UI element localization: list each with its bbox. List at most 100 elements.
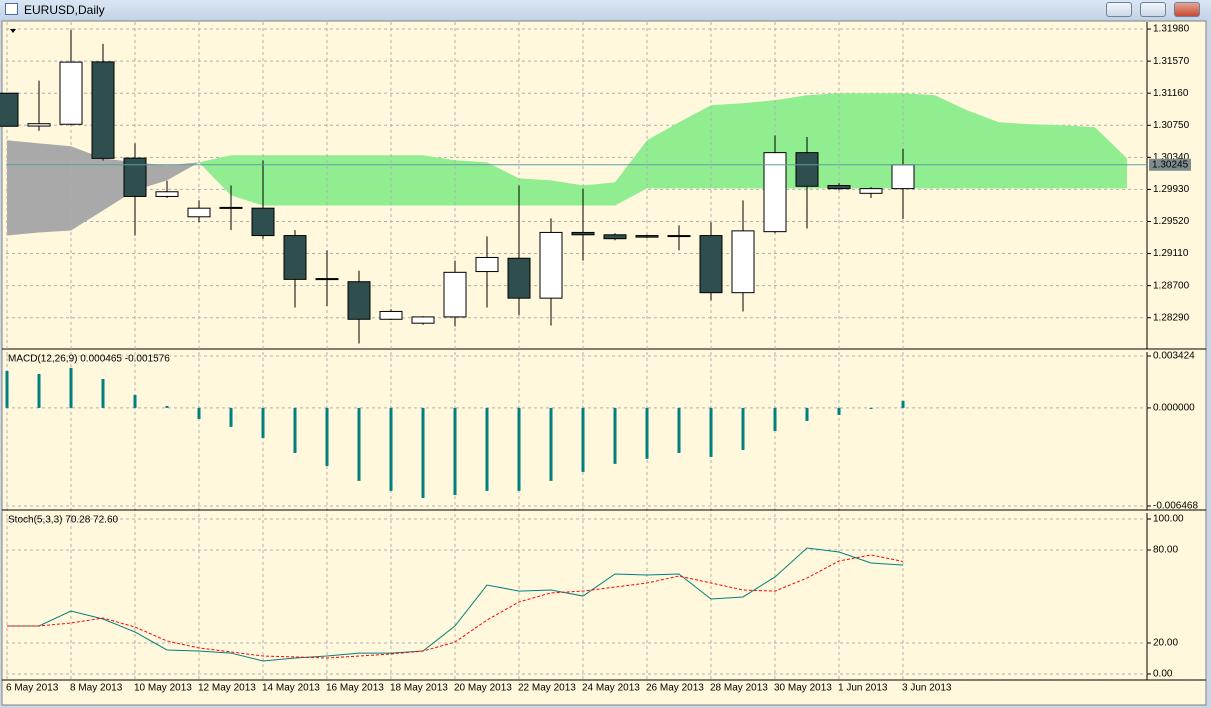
candle-body — [571, 231, 595, 236]
macd-bar — [69, 367, 73, 408]
macd-bar — [293, 407, 297, 453]
macd-bar — [613, 407, 617, 464]
y-tick-label: 0.000000 — [1153, 403, 1195, 414]
cloud-segment — [1095, 127, 1127, 189]
y-tick-label: 1.31980 — [1153, 24, 1190, 35]
cloud-segment — [263, 155, 295, 206]
cloud-segment — [167, 162, 199, 181]
y-tick-label: 20.00 — [1153, 638, 1178, 649]
cloud-segment — [7, 140, 39, 236]
macd-bar — [133, 394, 137, 408]
macd-bar — [869, 407, 873, 409]
y-tick-label: 0.00 — [1153, 669, 1173, 680]
macd-bar — [709, 407, 713, 457]
x-tick-label: 24 May 2013 — [582, 683, 640, 694]
cloud-segment — [679, 105, 711, 189]
candle-body — [635, 235, 659, 238]
macd-bar — [101, 378, 105, 408]
x-tick-label: 10 May 2013 — [134, 683, 192, 694]
y-tick-label: 1.29110 — [1153, 248, 1189, 259]
candle-body — [27, 123, 51, 127]
candle-body — [0, 92, 19, 127]
minimize-button[interactable] — [1106, 2, 1132, 17]
cloud-segment — [839, 93, 871, 189]
candle-body — [507, 257, 531, 299]
cloud-segment — [583, 182, 615, 206]
macd-bar — [645, 407, 649, 459]
x-tick-label: 14 May 2013 — [262, 683, 320, 694]
y-tick-label: 80.00 — [1153, 545, 1178, 556]
x-tick-label: 30 May 2013 — [774, 683, 832, 694]
macd-bar — [837, 407, 841, 415]
macd-bar — [901, 400, 905, 408]
cloud-segment — [231, 155, 263, 206]
cloud-segment — [39, 143, 71, 233]
current-price-box — [1149, 158, 1191, 171]
cloud-segment — [423, 155, 455, 206]
y-tick-label: 1.29930 — [1153, 184, 1190, 195]
stoch-line — [7, 547, 904, 662]
candle-body — [283, 235, 307, 280]
x-tick-label: 12 May 2013 — [198, 683, 256, 694]
macd-bar — [805, 407, 809, 421]
y-tick-label: 1.30750 — [1153, 120, 1190, 131]
candle-body — [123, 157, 147, 197]
macd-bar — [677, 407, 681, 453]
macd-bar — [261, 407, 265, 438]
cloud-segment — [391, 155, 423, 206]
cloud-segment — [71, 146, 103, 231]
y-tick-label: 1.28290 — [1153, 312, 1190, 323]
macd-bar — [389, 407, 393, 491]
window-title: EURUSD,Daily — [24, 3, 105, 17]
maximize-button[interactable] — [1140, 2, 1166, 17]
y-tick-label: 1.31570 — [1153, 56, 1190, 67]
macd-bar — [517, 407, 521, 491]
indicator-title: Stoch(5,3,3) 70.28 72.60 — [8, 515, 119, 526]
title-bar: EURUSD,Daily — [0, 0, 1211, 20]
candle-body — [443, 271, 467, 318]
macd-bar — [741, 407, 745, 450]
macd-bar — [357, 407, 361, 481]
macd-bar — [453, 407, 457, 495]
macd-bar — [421, 407, 425, 498]
x-tick-label: 26 May 2013 — [646, 683, 704, 694]
x-tick-label: 28 May 2013 — [710, 683, 768, 694]
cloud-segment — [519, 178, 551, 206]
y-tick-label: 1.30340 — [1153, 152, 1190, 163]
window-icon — [5, 3, 18, 15]
candle-body — [155, 191, 179, 197]
candle-body — [699, 235, 723, 294]
candle-body — [411, 316, 435, 324]
chart: 1.31980 1.31570 1.31160 1.30750 1.30340 1.299… — [0, 20, 1207, 706]
cloud-segment — [711, 103, 743, 189]
cloud-segment — [1063, 125, 1095, 189]
candle-body — [795, 152, 819, 187]
cloud-segment — [295, 155, 327, 206]
macd-bar — [325, 407, 329, 466]
macd-bar — [773, 407, 777, 431]
candle-body — [187, 207, 211, 218]
candle-body — [859, 188, 883, 194]
candle-body — [347, 281, 371, 320]
candle-body — [315, 278, 339, 281]
candle-body — [379, 310, 403, 320]
candle-body — [251, 207, 275, 237]
x-tick-label: 18 May 2013 — [390, 683, 448, 694]
macd-bar — [485, 407, 489, 491]
y-tick-label: 0.003424 — [1153, 351, 1195, 362]
candle-body — [891, 164, 915, 190]
candle-body — [91, 61, 115, 159]
close-button[interactable] — [1174, 2, 1200, 17]
cloud-segment — [647, 122, 679, 189]
y-tick-label: 100.00 — [1153, 514, 1184, 525]
cloud-segment — [359, 155, 391, 206]
cloud-segment — [615, 140, 647, 206]
candle-body — [763, 152, 787, 233]
cloud-segment — [1031, 124, 1063, 189]
indicator-title: MACD(12,26,9) 0.000465 -0.001576 — [8, 354, 170, 365]
candle-body — [827, 185, 851, 190]
cloud-segment — [327, 155, 359, 206]
x-tick-label: 3 Jun 2013 — [902, 683, 952, 694]
cloud-segment — [455, 160, 487, 206]
cloud-segment — [487, 162, 519, 206]
